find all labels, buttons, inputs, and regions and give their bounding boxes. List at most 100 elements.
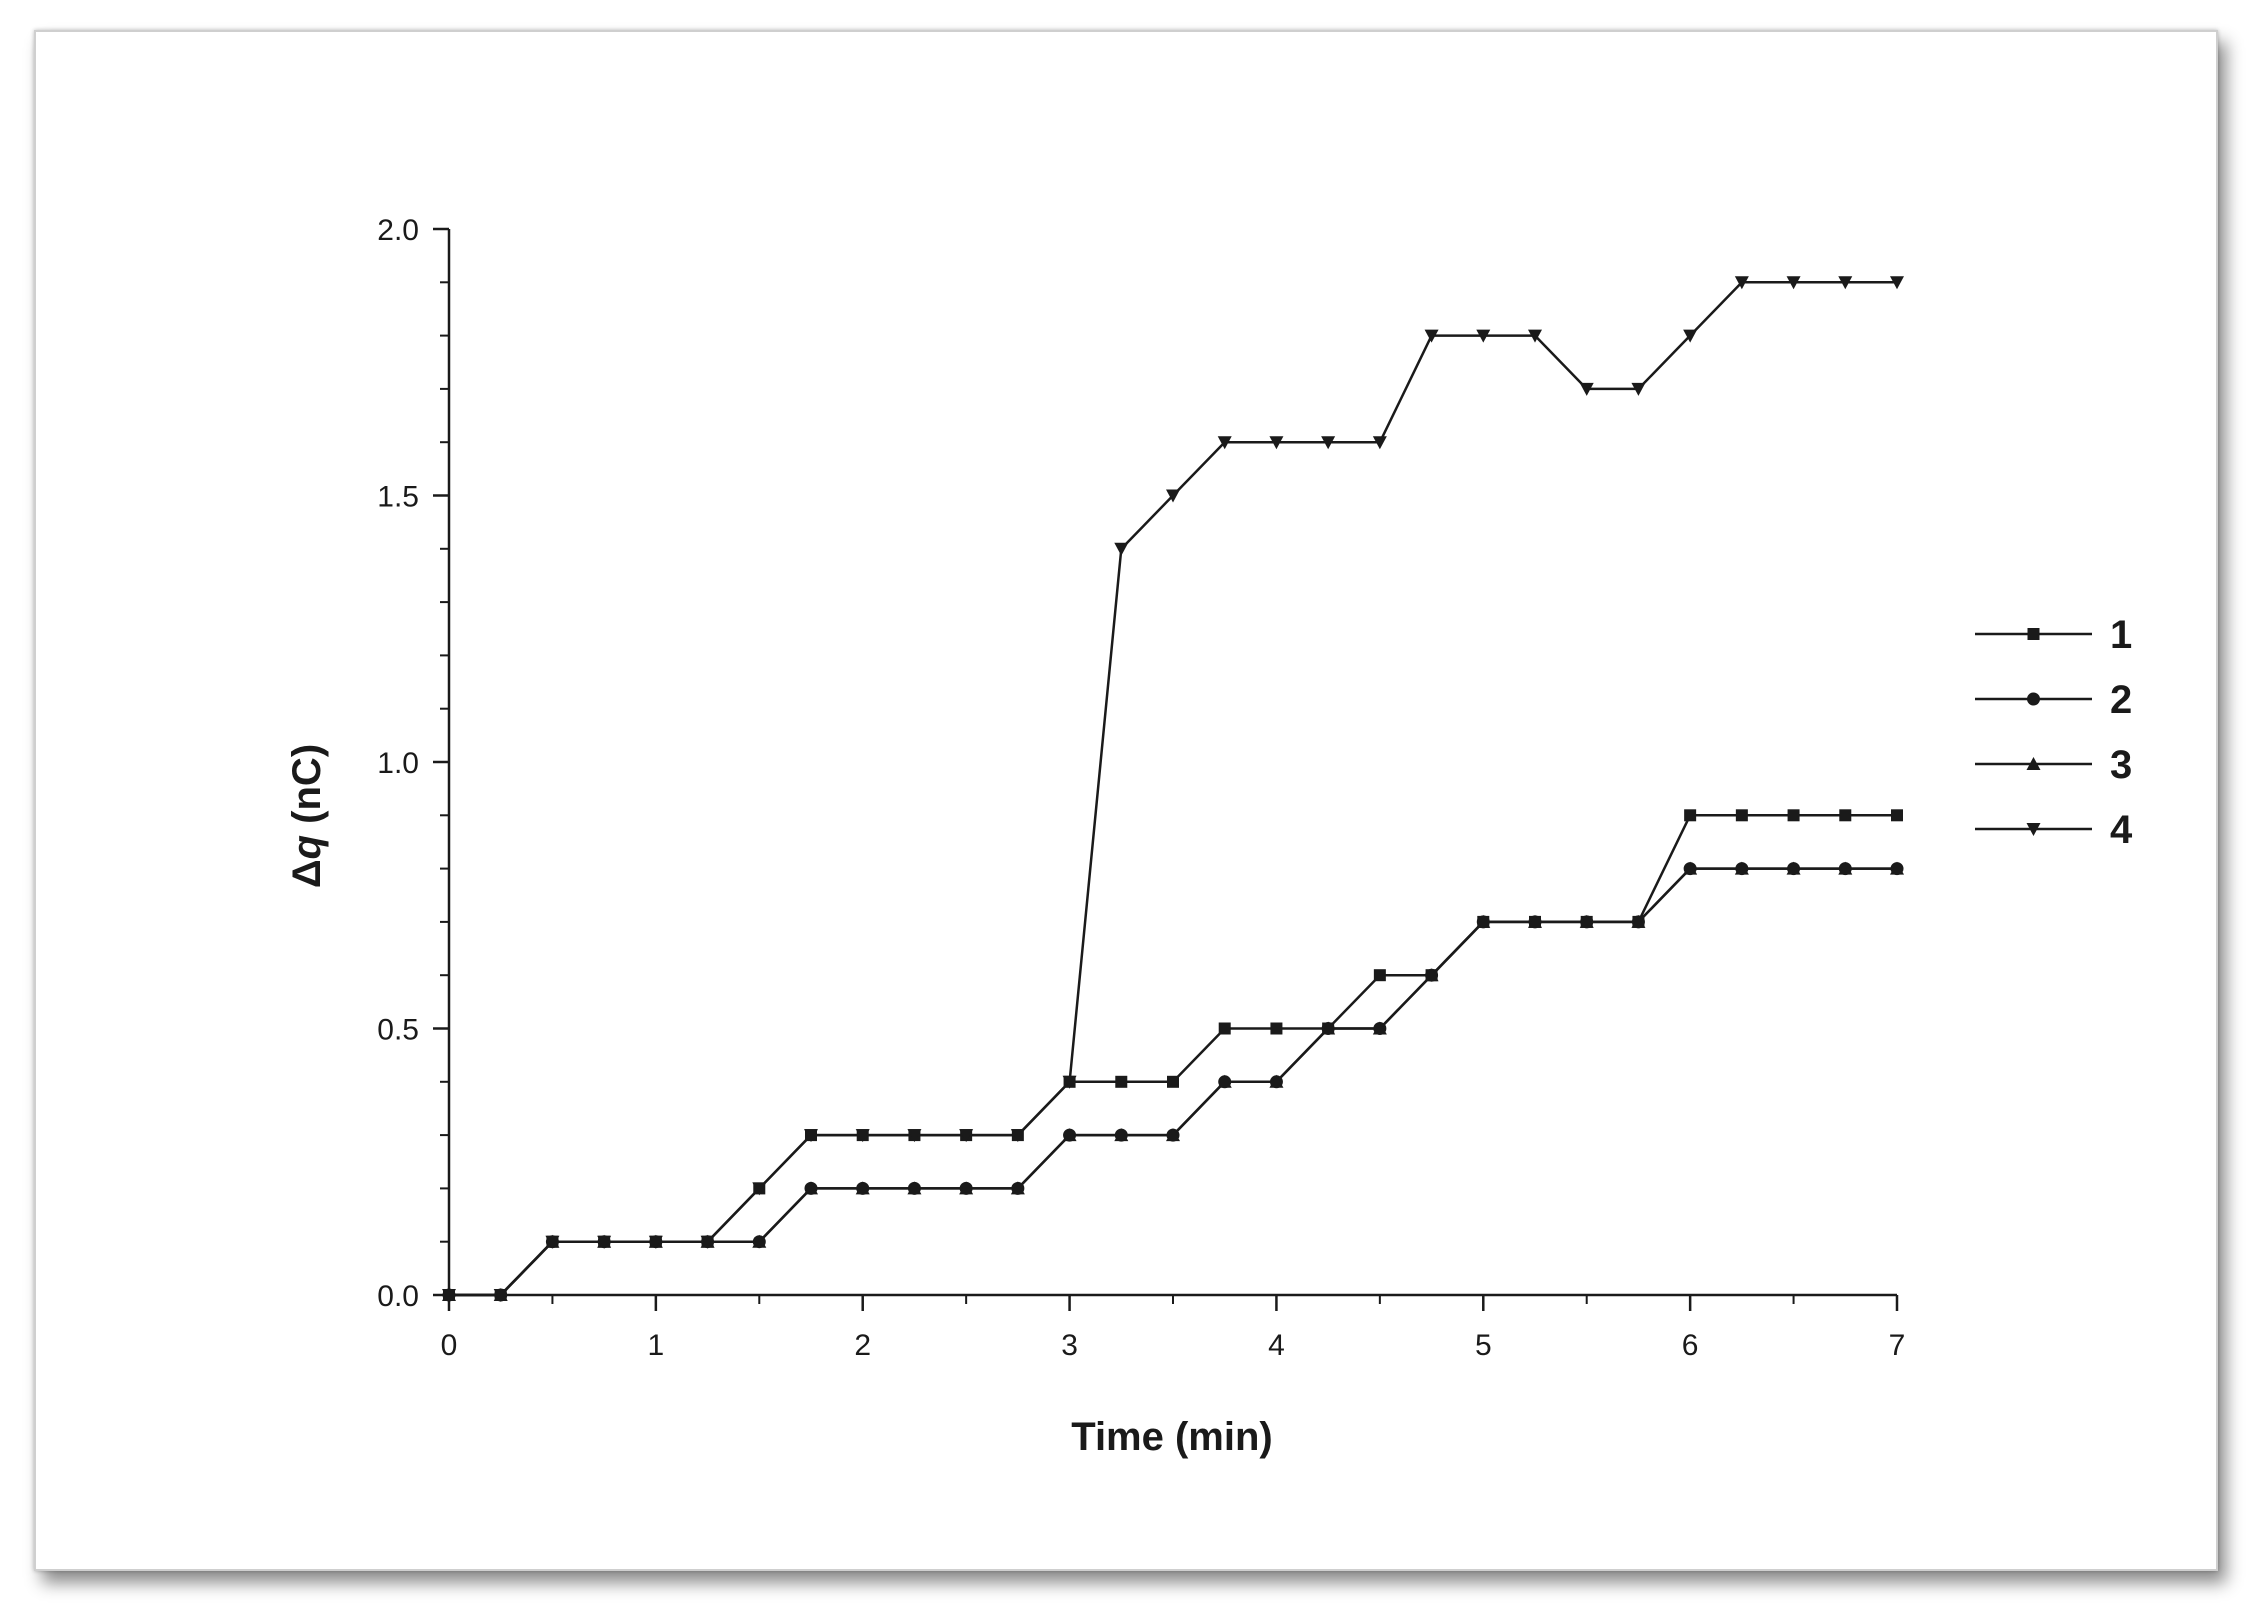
series-3-point <box>1528 914 1542 928</box>
series-4-line <box>449 281 1897 1297</box>
legend-marker <box>2027 692 2040 706</box>
series-3-point <box>1372 1021 1387 1035</box>
x-tick-label: 4 <box>1268 1329 1285 1362</box>
x-tick-label: 0 <box>441 1329 458 1362</box>
series-3-point <box>804 1181 818 1195</box>
y-tick-label: 2.0 <box>377 214 419 247</box>
y-axis-title-prefix: Δ <box>285 859 329 888</box>
series-4-point <box>1838 276 1853 290</box>
series-3-point <box>1631 914 1646 928</box>
x-tick-label: 7 <box>1889 1329 1906 1362</box>
series-4-point <box>1114 542 1129 556</box>
series-3-point <box>1217 1074 1232 1088</box>
series-4-point <box>1269 436 1284 450</box>
x-tick-label: 1 <box>648 1329 665 1362</box>
series-3-point <box>1010 1181 1025 1195</box>
series-3-point <box>752 1234 767 1248</box>
series-1-point <box>1218 1022 1231 1035</box>
legend-marker <box>2027 628 2040 640</box>
chart-legend: 1 2 3 4 <box>1975 613 2133 852</box>
series-4-point <box>442 1289 456 1302</box>
series-4-point <box>1683 329 1698 343</box>
series-3-point <box>1579 914 1594 928</box>
legend-marker <box>2026 757 2041 770</box>
y-tick-label: 0.5 <box>377 1014 419 1047</box>
legend-item-4: 4 <box>1975 808 2133 852</box>
series-4-point <box>959 1129 974 1143</box>
series-4-point <box>1631 382 1646 396</box>
series-4-point <box>597 1235 612 1249</box>
series-4-point <box>545 1235 560 1249</box>
series-4-point <box>1424 329 1439 343</box>
series-1-point <box>1373 969 1386 982</box>
series-3-point <box>1786 861 1801 875</box>
series-4-point <box>700 1235 715 1249</box>
series-4-point <box>1528 329 1542 343</box>
series-1-point <box>1839 809 1852 822</box>
series-4-point <box>1372 436 1387 450</box>
x-tick-label: 2 <box>854 1329 871 1362</box>
series-3-point <box>1424 968 1439 982</box>
series-4-point <box>1062 1075 1077 1089</box>
series-3-point <box>1838 861 1853 875</box>
y-tick-label: 0.0 <box>377 1280 419 1313</box>
series-4-point <box>648 1235 663 1249</box>
x-axis-title: Time (min) <box>1071 1415 1273 1459</box>
series-4-point <box>752 1182 767 1196</box>
series-1-point <box>1115 1075 1128 1088</box>
legend-label: 4 <box>2110 808 2133 852</box>
series-1-point <box>1787 809 1800 822</box>
series-3-point <box>1062 1128 1077 1142</box>
series-4-point <box>1786 276 1801 290</box>
y-axis-title: Δq (nC) <box>285 744 329 888</box>
series-4-point <box>1166 489 1180 503</box>
x-tick-label: 5 <box>1475 1329 1492 1362</box>
y-axis-title-unit: (nC) <box>285 744 329 835</box>
legend-label: 2 <box>2110 678 2132 722</box>
series-4-point <box>1734 276 1749 290</box>
series-3-point <box>1114 1128 1129 1142</box>
series-3-point <box>1166 1128 1180 1142</box>
series-4-point <box>907 1129 922 1143</box>
series-3-point <box>1321 1021 1336 1035</box>
legend-item-1: 1 <box>1975 613 2132 657</box>
legend-label: 1 <box>2110 613 2132 657</box>
series-4-point <box>1321 436 1336 450</box>
series-1-point <box>1270 1022 1283 1035</box>
series-1 <box>443 809 1903 1301</box>
legend-label: 3 <box>2110 743 2132 787</box>
legend-item-3: 3 <box>1975 743 2132 787</box>
series-3-point <box>1476 914 1491 928</box>
series-4-point <box>1010 1129 1025 1143</box>
figure-frame <box>34 30 2218 1571</box>
series-1-point <box>1684 809 1697 822</box>
legend-item-2: 2 <box>1975 678 2132 722</box>
legend-marker <box>2026 823 2041 836</box>
x-tick-label: 6 <box>1682 1329 1699 1362</box>
series-3-point <box>1683 861 1698 875</box>
series-3-point <box>1734 861 1749 875</box>
y-axis-title-variable: q <box>285 835 329 859</box>
series-1-point <box>1167 1075 1179 1088</box>
series-4-point <box>1890 276 1904 290</box>
series-4-point <box>1579 382 1594 396</box>
series-4 <box>442 276 1904 1302</box>
series-1-point <box>1891 809 1903 822</box>
series-1-point <box>1735 809 1748 822</box>
series-3-point <box>1269 1074 1284 1088</box>
x-tick-label: 3 <box>1061 1329 1078 1362</box>
y-tick-label: 1.5 <box>377 481 419 514</box>
series-4-point <box>1217 436 1232 450</box>
series-3-point <box>907 1181 922 1195</box>
series-4-point <box>804 1129 818 1143</box>
chart-axes: 0 1 2 3 4 5 6 7 0.0 0.5 1.0 1.5 2.0 <box>377 214 1905 1362</box>
chart-series-layer <box>442 276 1904 1302</box>
series-4-point <box>493 1289 508 1302</box>
series-4-point <box>1476 329 1491 343</box>
series-3-point <box>1890 861 1904 875</box>
y-tick-label: 1.0 <box>377 747 419 780</box>
series-4-point <box>855 1129 870 1143</box>
series-3-point <box>959 1181 974 1195</box>
series-1-line <box>449 814 1897 1297</box>
